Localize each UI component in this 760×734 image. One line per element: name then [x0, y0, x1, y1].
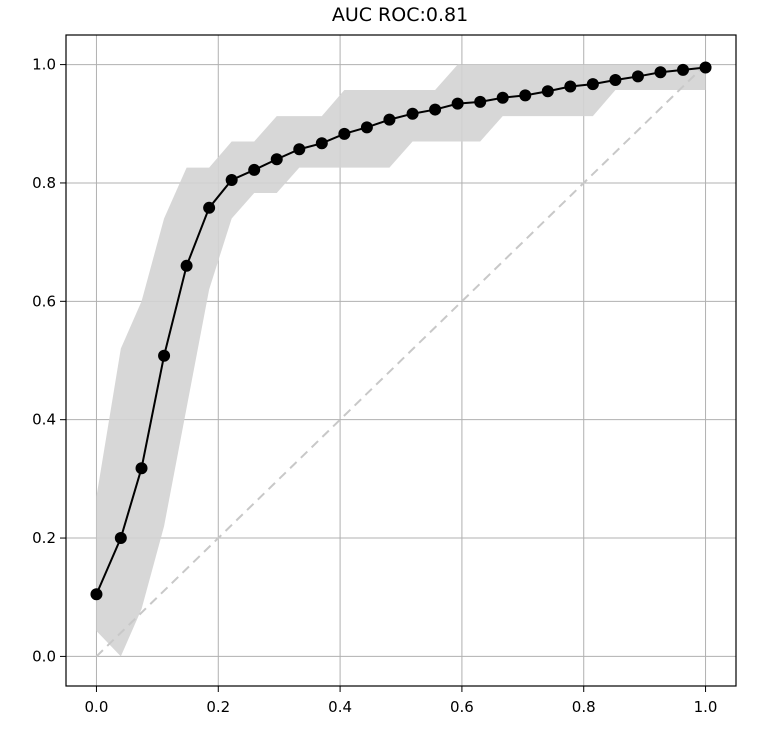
roc-point [586, 78, 599, 91]
plot-frame [65, 34, 737, 687]
roc-series [90, 61, 712, 601]
x-axis-ticks: 0.0 0.2 0.4 0.6 0.8 1.0 [85, 686, 718, 716]
x-tick-label: 0.0 [85, 698, 109, 716]
roc-point [496, 91, 509, 104]
x-tick-label: 0.6 [450, 698, 474, 716]
chart-title: AUC ROC:0.81 [332, 4, 468, 26]
roc-point [158, 349, 171, 362]
roc-point [114, 532, 127, 545]
roc-point [383, 113, 396, 126]
roc-point [338, 127, 351, 140]
y-tick-label: 0.6 [32, 292, 56, 310]
roc-point [360, 121, 373, 134]
chance-diagonal [95, 63, 707, 658]
roc-point [293, 143, 306, 156]
roc-point [429, 103, 442, 116]
roc-point [406, 107, 419, 120]
roc-point [248, 163, 261, 176]
axes [65, 34, 737, 687]
roc-point [541, 85, 554, 98]
roc-point [225, 173, 238, 186]
y-tick-label: 0.0 [32, 647, 56, 665]
roc-line [95, 66, 706, 595]
roc-point [519, 89, 532, 102]
roc-point [270, 153, 283, 166]
diagonal-line [95, 63, 707, 658]
y-axis-ticks: 0.0 0.2 0.4 0.6 0.8 1.0 [32, 56, 66, 665]
roc-point [203, 201, 216, 214]
y-tick-label: 1.0 [32, 56, 56, 74]
x-tick-label: 0.8 [572, 698, 596, 716]
x-tick-label: 0.2 [206, 698, 230, 716]
roc-point [474, 95, 487, 108]
y-tick-label: 0.8 [32, 174, 56, 192]
roc-point [631, 70, 644, 83]
x-tick-label: 0.4 [328, 698, 352, 716]
roc-point [677, 63, 690, 76]
roc-point [564, 80, 577, 93]
y-tick-label: 0.2 [32, 529, 56, 547]
y-tick-label: 0.4 [32, 411, 56, 429]
roc-point [654, 66, 667, 79]
roc-point [609, 73, 622, 86]
roc-point [451, 97, 464, 110]
roc-point [315, 137, 328, 150]
roc-point [135, 462, 148, 475]
x-tick-label: 1.0 [694, 698, 718, 716]
roc-point [180, 259, 193, 272]
roc-point [90, 588, 103, 601]
roc-point [699, 61, 712, 74]
